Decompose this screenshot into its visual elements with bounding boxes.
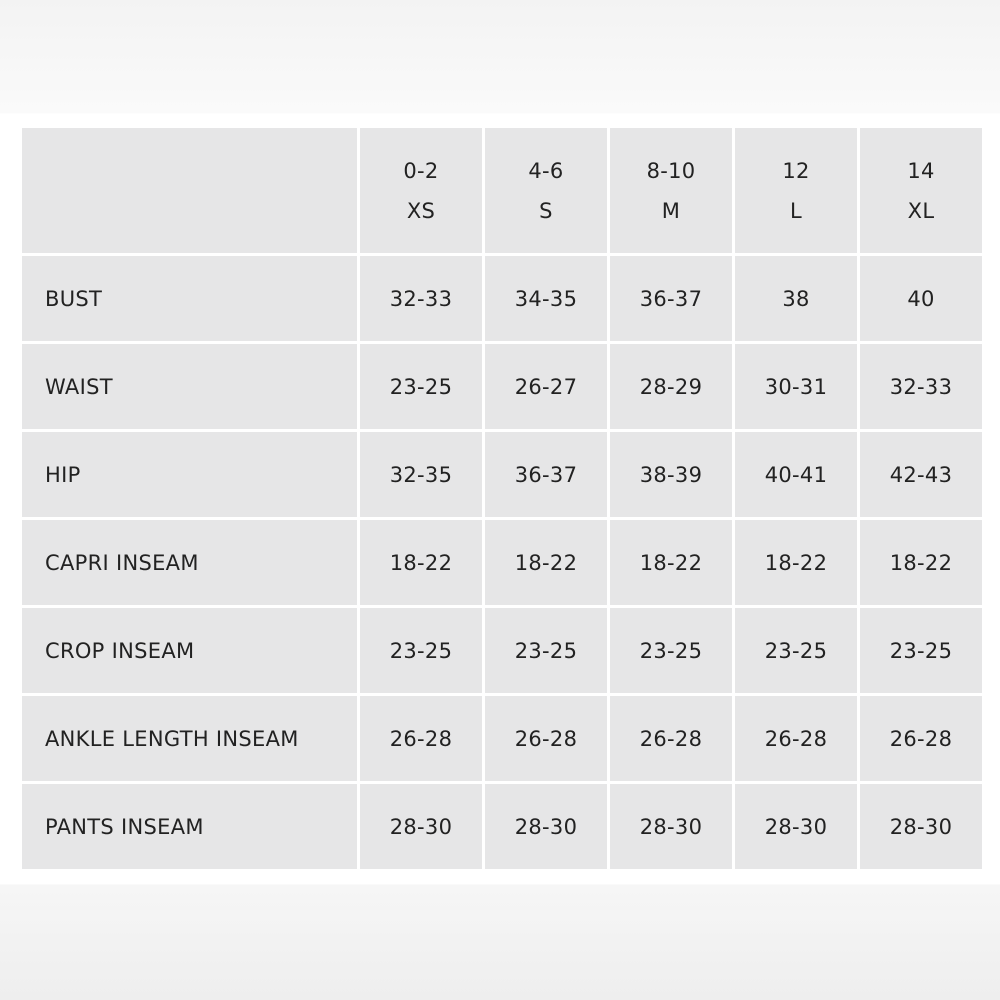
size-number: 0-2 bbox=[403, 158, 439, 183]
measurement: 26-28 bbox=[485, 696, 607, 781]
size-letter: L bbox=[790, 198, 802, 223]
size-number: 4-6 bbox=[528, 158, 564, 183]
measurement: 28-30 bbox=[735, 784, 857, 869]
measurement: 30-31 bbox=[735, 344, 857, 429]
corner-cell bbox=[22, 128, 357, 253]
header-cell: 14 XL bbox=[860, 128, 982, 253]
measurement: 18-22 bbox=[735, 520, 857, 605]
measurement: 23-25 bbox=[735, 608, 857, 693]
measurement: 32-35 bbox=[360, 432, 482, 517]
measurement: 18-22 bbox=[360, 520, 482, 605]
measurement: 28-30 bbox=[610, 784, 732, 869]
measurement: 40-41 bbox=[735, 432, 857, 517]
size-number: 8-10 bbox=[646, 158, 696, 183]
row-label: CROP INSEAM bbox=[22, 608, 357, 693]
measurement: 32-33 bbox=[360, 256, 482, 341]
measurement: 23-25 bbox=[860, 608, 982, 693]
measurement: 36-37 bbox=[485, 432, 607, 517]
row-label: WAIST bbox=[22, 344, 357, 429]
measurement: 26-28 bbox=[360, 696, 482, 781]
size-number: 14 bbox=[907, 158, 935, 183]
measurement: 26-28 bbox=[860, 696, 982, 781]
header-cell: 12 L bbox=[735, 128, 857, 253]
measurement: 26-28 bbox=[735, 696, 857, 781]
size-letter: XS bbox=[406, 198, 436, 223]
measurement: 40 bbox=[860, 256, 982, 341]
measurement: 18-22 bbox=[485, 520, 607, 605]
measurement: 26-28 bbox=[610, 696, 732, 781]
measurement: 23-25 bbox=[485, 608, 607, 693]
size-number: 12 bbox=[782, 158, 810, 183]
header-cell: 4-6 S bbox=[485, 128, 607, 253]
measurement: 42-43 bbox=[860, 432, 982, 517]
row-label: HIP bbox=[22, 432, 357, 517]
measurement: 32-33 bbox=[860, 344, 982, 429]
measurement: 23-25 bbox=[610, 608, 732, 693]
measurement: 36-37 bbox=[610, 256, 732, 341]
measurement: 18-22 bbox=[610, 520, 732, 605]
measurement: 38 bbox=[735, 256, 857, 341]
measurement: 38-39 bbox=[610, 432, 732, 517]
measurement: 23-25 bbox=[360, 608, 482, 693]
size-table: 0-2 XS 4-6 S 8-10 M 12 L 14 XL BUST 32-33 34-35 36-37… bbox=[22, 128, 982, 869]
measurement: 26-27 bbox=[485, 344, 607, 429]
row-label: CAPRI INSEAM bbox=[22, 520, 357, 605]
measurement: 23-25 bbox=[360, 344, 482, 429]
measurement: 28-30 bbox=[360, 784, 482, 869]
measurement: 18-22 bbox=[860, 520, 982, 605]
measurement: 28-30 bbox=[860, 784, 982, 869]
header-cell: 0-2 XS bbox=[360, 128, 482, 253]
row-label: PANTS INSEAM bbox=[22, 784, 357, 869]
measurement: 34-35 bbox=[485, 256, 607, 341]
size-letter: S bbox=[539, 198, 553, 223]
header-cell: 8-10 M bbox=[610, 128, 732, 253]
size-letter: M bbox=[661, 198, 681, 223]
row-label: ANKLE LENGTH INSEAM bbox=[22, 696, 357, 781]
measurement: 28-30 bbox=[485, 784, 607, 869]
row-label: BUST bbox=[22, 256, 357, 341]
measurement: 28-29 bbox=[610, 344, 732, 429]
size-letter: XL bbox=[907, 198, 935, 223]
